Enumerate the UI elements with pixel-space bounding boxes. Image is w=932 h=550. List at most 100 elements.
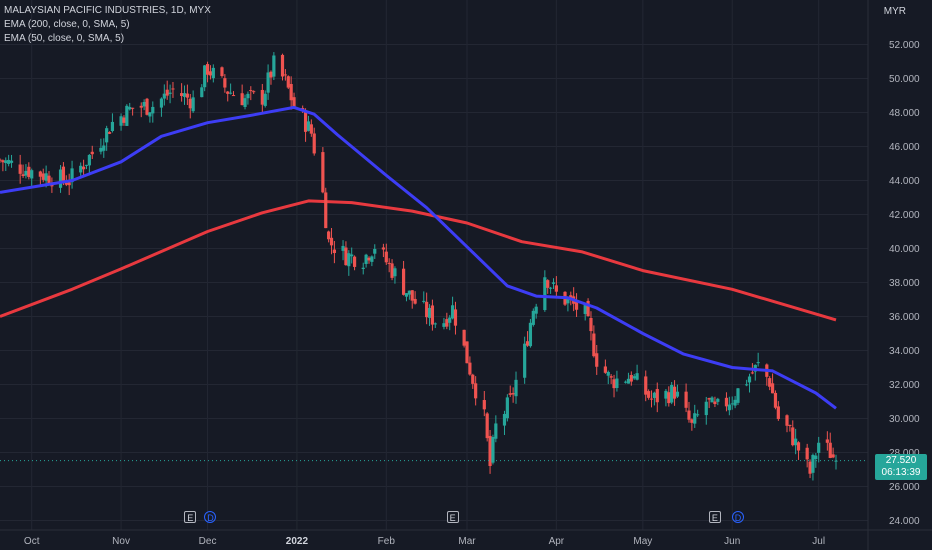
candle-body <box>344 247 348 266</box>
candle-body <box>246 93 250 99</box>
x-tick-label: 2022 <box>286 536 309 547</box>
candle-body <box>352 256 357 267</box>
candle-body <box>635 373 639 380</box>
y-tick-label: 46.000 <box>889 142 920 153</box>
candle-body <box>551 282 556 284</box>
time-axis[interactable]: Oct Nov Dec 2022 Feb Mar Apr May Jun Jul <box>0 529 932 547</box>
candle-body <box>272 55 276 77</box>
x-tick-label: Feb <box>378 536 396 547</box>
candle-body <box>266 72 270 93</box>
candle-body <box>788 424 792 426</box>
candle-body <box>84 164 89 166</box>
candle-body <box>736 388 740 403</box>
candle-body <box>523 343 527 378</box>
candle-body <box>595 353 599 367</box>
earnings-marker[interactable]: E <box>184 511 197 523</box>
dividend-marker[interactable]: D <box>204 511 217 523</box>
candle-body <box>367 257 371 261</box>
candle-body <box>794 438 798 446</box>
candle-body <box>450 305 455 319</box>
candle-body <box>220 67 224 77</box>
candle-body <box>263 93 267 106</box>
ema50-line <box>0 105 837 410</box>
candle-body <box>574 300 579 310</box>
price-axis[interactable]: 24.000 26.000 28.000 30.000 32.000 34.000 36.0… <box>867 0 920 550</box>
candle-body <box>393 268 397 277</box>
candle-body <box>347 253 351 267</box>
candle-body <box>710 397 714 403</box>
x-tick-label: Nov <box>112 536 130 547</box>
candle-body <box>828 442 832 458</box>
candle-body <box>1 160 5 163</box>
candle-body <box>482 400 486 410</box>
x-tick-label: Mar <box>458 536 476 547</box>
candle-body <box>543 277 547 311</box>
candle-body <box>609 376 613 378</box>
candle-body <box>223 78 227 88</box>
symbol-title[interactable]: MALAYSIAN PACIFIC INDUSTRIES, 1D, MYX <box>4 5 211 16</box>
candle-body <box>531 310 535 325</box>
y-tick-label: 40.000 <box>889 244 920 255</box>
candle-body <box>615 378 619 388</box>
candle-body <box>47 175 51 184</box>
candle-body <box>4 160 8 164</box>
earnings-marker[interactable]: E <box>446 511 459 523</box>
candle-body <box>410 290 414 301</box>
candle-body <box>649 398 654 400</box>
candle-body <box>99 147 103 152</box>
y-tick-label: 34.000 <box>889 346 920 357</box>
candle-body <box>603 366 607 373</box>
candle-body <box>474 383 478 399</box>
candle-body <box>327 231 331 240</box>
last-price-badge: 27.520 06:13:39 <box>875 453 927 480</box>
candle-body <box>128 107 132 110</box>
candle-body <box>229 92 233 94</box>
candle-body <box>145 98 149 115</box>
candle-body <box>373 248 377 254</box>
candle-body <box>427 307 432 318</box>
candle-body <box>205 64 210 75</box>
candle-body <box>407 290 411 295</box>
chart-legend: MALAYSIAN PACIFIC INDUSTRIES, 1D, MYX EM… <box>4 4 211 46</box>
candle-body <box>151 106 155 114</box>
x-tick-label: Dec <box>199 536 217 547</box>
dividend-marker[interactable]: D <box>731 511 744 523</box>
candle-body <box>606 371 610 376</box>
candle-body <box>7 159 11 164</box>
candle-body <box>652 392 656 398</box>
candle-body <box>514 379 518 397</box>
candle-body <box>785 415 789 426</box>
y-tick-label: 52.000 <box>889 40 920 51</box>
candle-body <box>704 401 708 416</box>
candle-body <box>283 74 287 76</box>
candle-body <box>162 93 166 99</box>
candle-body <box>667 392 671 404</box>
candle-body <box>644 376 648 395</box>
x-tick-label: Jun <box>724 536 740 547</box>
candle-body <box>647 391 651 398</box>
candle-body <box>413 298 417 304</box>
candle-body <box>243 98 247 107</box>
y-tick-label: 36.000 <box>889 312 920 323</box>
ema50-legend[interactable]: EMA (50, close, 0, SMA, 5) <box>4 33 125 44</box>
candle-body <box>713 401 717 405</box>
y-tick-label: 48.000 <box>889 108 920 119</box>
candle-body <box>208 71 213 76</box>
ema200-legend[interactable]: EMA (200, close, 0, SMA, 5) <box>4 19 130 30</box>
currency-label: MYR <box>883 6 906 17</box>
candle-body <box>240 93 244 106</box>
candle-body <box>303 111 308 132</box>
y-tick-label: 28.000 <box>889 448 920 459</box>
candle-body <box>370 256 374 262</box>
candle-body <box>180 93 184 96</box>
bar-countdown: 06:13:39 <box>881 466 921 478</box>
candle-body <box>79 165 83 173</box>
candle-body <box>139 105 143 108</box>
ema50-layer <box>0 105 868 462</box>
y-tick-label: 26.000 <box>889 482 920 493</box>
candle-body <box>9 160 14 163</box>
earnings-marker[interactable]: E <box>708 511 721 523</box>
candle-body <box>589 317 593 332</box>
candle-body <box>491 436 495 463</box>
